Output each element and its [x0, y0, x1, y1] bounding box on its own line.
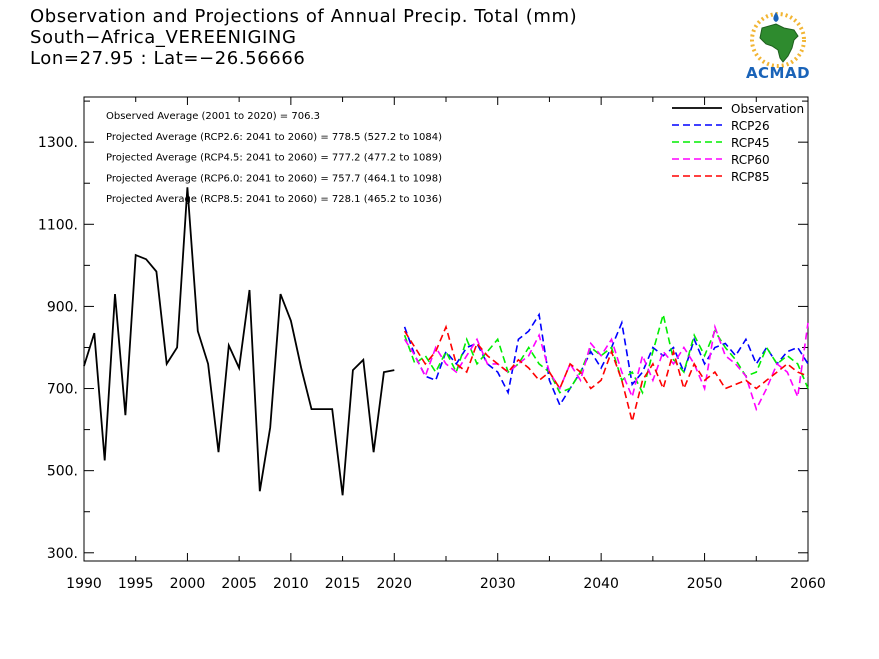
legend-label: RCP60: [731, 153, 770, 167]
series-line-rcp45: [403, 314, 809, 395]
chart-location: South−Africa_VEREENIGING: [30, 27, 297, 48]
sun-rays-icon: [750, 12, 806, 68]
x-tick-label: 2060: [790, 576, 826, 592]
africa-shape-icon: [759, 23, 799, 63]
y-tick-label: 900.: [47, 299, 78, 315]
series-lines: [83, 187, 809, 496]
chart-title: Observation and Projections of Annual Pr…: [30, 6, 578, 27]
annotation-line: Projected Average (RCP2.6: 2041 to 2060)…: [106, 132, 442, 143]
series-line-observation: [83, 187, 395, 496]
average-annotations: Observed Average (2001 to 2020) = 706.3 P…: [106, 111, 442, 205]
annotation-line: Projected Average (RCP4.5: 2041 to 2060)…: [106, 153, 442, 164]
series-line-rcp26: [403, 312, 809, 407]
x-tick-label: 2000: [170, 576, 206, 592]
africa-map-icon: [750, 12, 806, 68]
legend-label: RCP45: [731, 136, 770, 150]
y-tick-label: 1300.: [38, 135, 78, 151]
title-block: Observation and Projections of Annual Pr…: [30, 6, 577, 69]
x-tick-label: 1995: [118, 576, 154, 592]
series-line-rcp60: [403, 322, 809, 412]
water-drop-icon: [773, 12, 779, 22]
legend: Observation RCP26 RCP45 RCP60 RCP85: [672, 102, 804, 184]
x-tick-label: 2005: [221, 576, 257, 592]
x-tick-label: 2020: [376, 576, 412, 592]
y-tick-label: 300.: [47, 546, 78, 562]
logo-text: ACMAD: [745, 64, 811, 82]
chart-coords: Lon=27.95 : Lat=−26.56666: [30, 48, 306, 69]
y-tick-label: 1100.: [38, 217, 78, 233]
x-tick-label: 2015: [325, 576, 361, 592]
x-tick-label: 2050: [687, 576, 723, 592]
annotation-line: Observed Average (2001 to 2020) = 706.3: [106, 111, 320, 122]
legend-label: RCP85: [731, 170, 770, 184]
x-tick-label: 2040: [583, 576, 619, 592]
x-tick-label: 2030: [480, 576, 516, 592]
y-tick-label: 700.: [47, 382, 78, 398]
series-line-rcp85: [403, 324, 809, 422]
legend-label: RCP26: [731, 119, 770, 133]
x-tick-label: 1990: [66, 576, 102, 592]
x-tick-label: 2010: [273, 576, 309, 592]
legend-label: Observation: [731, 102, 804, 116]
annotation-line: Projected Average (RCP6.0: 2041 to 2060)…: [106, 173, 442, 184]
axis-ticks: 300. 500. 700. 900. 1100. 1300. 1990 1995 2000 20…: [38, 97, 826, 592]
annotation-line: Projected Average (RCP8.5: 2041 to 2060)…: [106, 194, 442, 205]
acmad-logo: ACMAD: [738, 8, 818, 84]
y-tick-label: 500.: [47, 464, 78, 480]
